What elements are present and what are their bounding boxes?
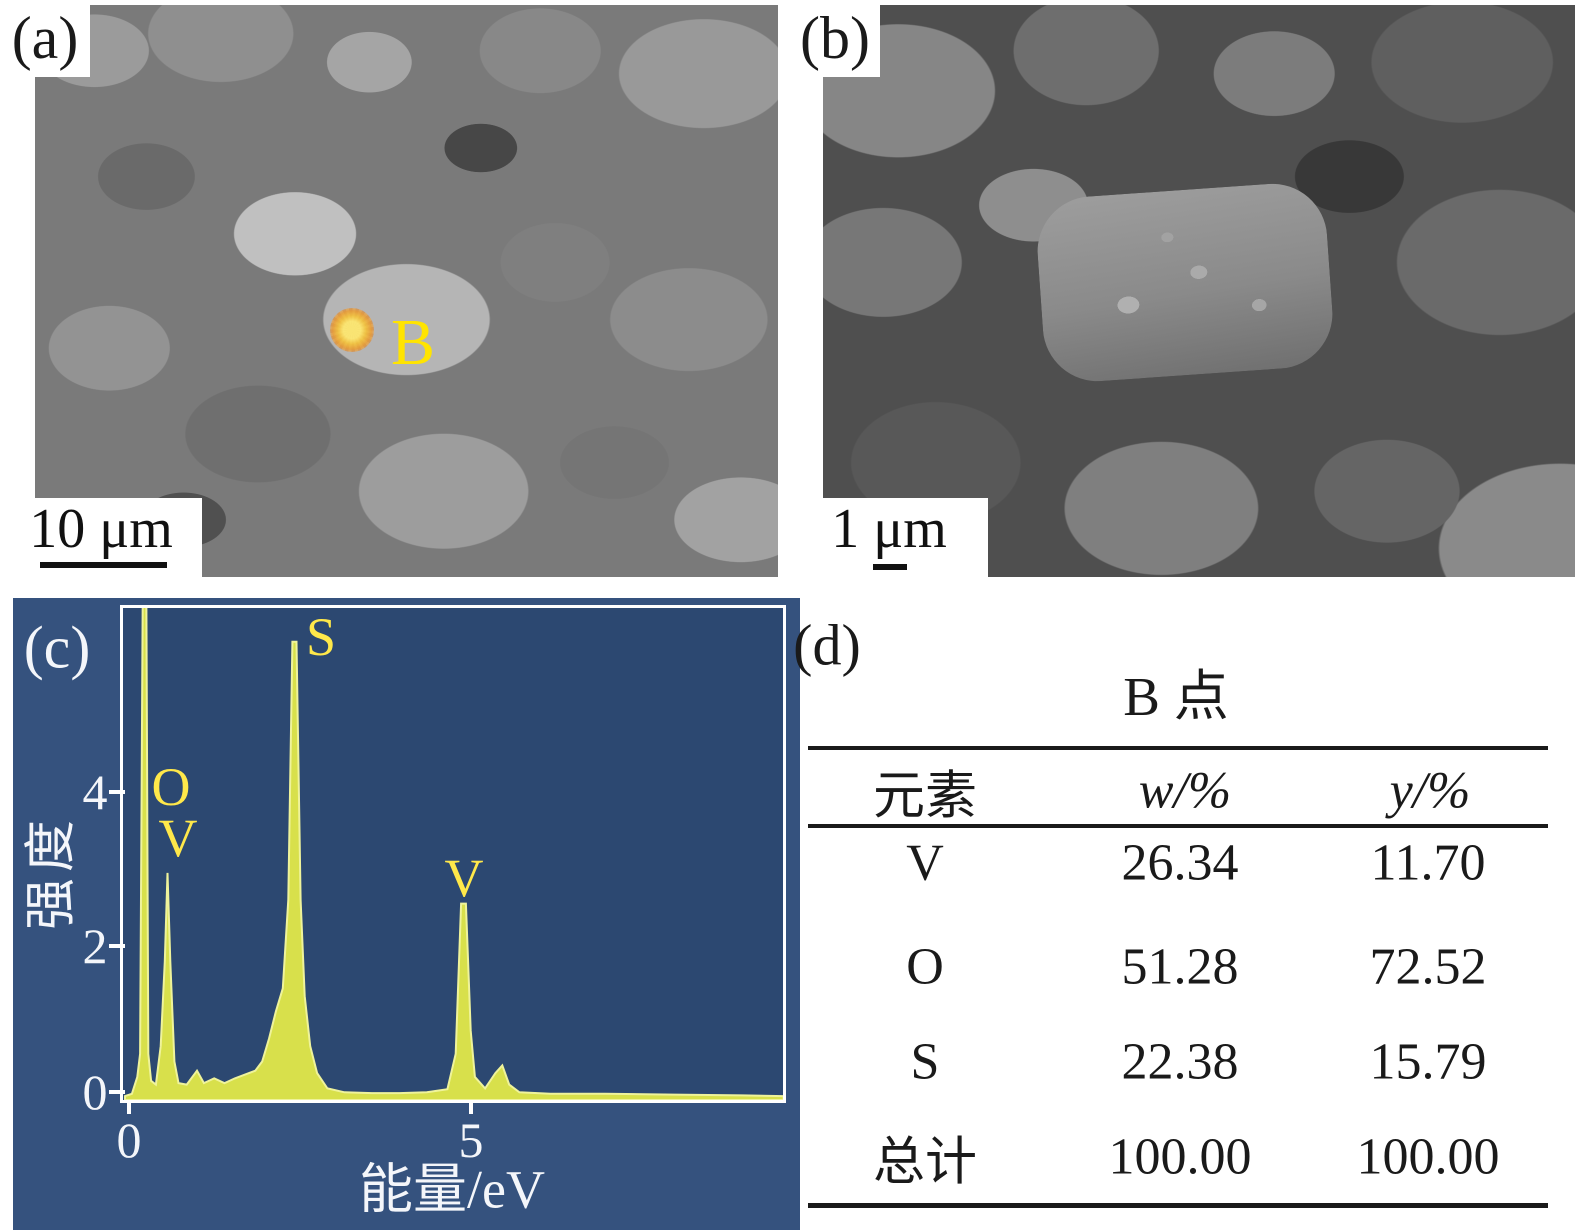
scale-bar-a-text: 10 μm [29, 498, 173, 560]
scale-bar-b: 1 μm [790, 498, 988, 578]
x-axis-title: 能量/eV [359, 1159, 545, 1220]
scale-bar-a: 10 μm [0, 498, 202, 578]
table-rule-header [808, 824, 1548, 828]
table-header-2: y/% [1389, 762, 1471, 820]
panel-b-label: (b) [790, 0, 880, 77]
table-rule-bottom [808, 1203, 1548, 1208]
sem-b-large-grain [1033, 180, 1337, 385]
table-cell-r1c2: 72.52 [1369, 938, 1487, 996]
y-tick-mark-0 [109, 1090, 125, 1094]
table-cell-r0c2: 11.70 [1370, 834, 1486, 892]
peak-label-v: V [444, 848, 484, 908]
peak-label-o: O [151, 757, 191, 817]
panel-a-label-text: (a) [11, 5, 79, 71]
panel-c-label: (c) [23, 614, 91, 681]
y-tick-mark-4 [109, 790, 125, 794]
spectrum-curve [124, 608, 783, 1100]
table-title: B 点 [1123, 666, 1229, 727]
y-tick-label-0: 0 [82, 1064, 108, 1120]
peak-label-v: V [158, 808, 198, 868]
table-cell-r1c0: O [906, 938, 944, 996]
scale-bar-b-text: 1 μm [831, 498, 947, 560]
table-cell-r2c1: 22.38 [1121, 1033, 1239, 1091]
panel-d-label: (d) [793, 612, 861, 678]
table-cell-r3c1: 100.00 [1108, 1128, 1252, 1186]
peak-label-s: S [305, 607, 337, 667]
point-b-label: B [390, 306, 436, 379]
x-tick-label-5: 5 [458, 1112, 484, 1168]
x-tick-label-0: 0 [116, 1112, 142, 1168]
point-b-marker [330, 308, 374, 352]
scale-bar-b-line [873, 564, 907, 570]
x-tick-mark-5 [469, 1100, 473, 1114]
y-axis-title: 强度 [23, 813, 81, 931]
panel-b-label-text: (b) [800, 5, 870, 71]
scale-bar-a-line [40, 562, 167, 568]
table-cell-r0c0: V [906, 834, 944, 892]
table-cell-r2c0: S [910, 1033, 940, 1091]
table-rule-top [808, 746, 1548, 750]
table-cell-r1c1: 51.28 [1121, 938, 1239, 996]
y-tick-label-4: 4 [82, 764, 108, 820]
y-tick-mark-2 [109, 944, 125, 948]
table-header-1: w/% [1138, 762, 1232, 820]
sem-image-a [35, 5, 778, 577]
table-cell-r3c0: 总计 [872, 1134, 978, 1192]
table-header-0: 元素 [872, 768, 978, 826]
panel-a-label: (a) [0, 0, 90, 77]
table-cell-r3c2: 100.00 [1356, 1128, 1500, 1186]
table-cell-r2c2: 15.79 [1369, 1033, 1487, 1091]
y-tick-label-2: 2 [82, 918, 108, 974]
x-tick-mark-0 [127, 1100, 131, 1114]
table-cell-r0c1: 26.34 [1121, 834, 1239, 892]
